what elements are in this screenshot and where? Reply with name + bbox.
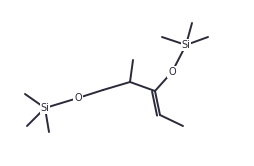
Text: O: O [74,93,82,103]
Text: Si: Si [41,103,50,113]
Text: Si: Si [182,40,190,50]
Text: O: O [168,67,176,77]
